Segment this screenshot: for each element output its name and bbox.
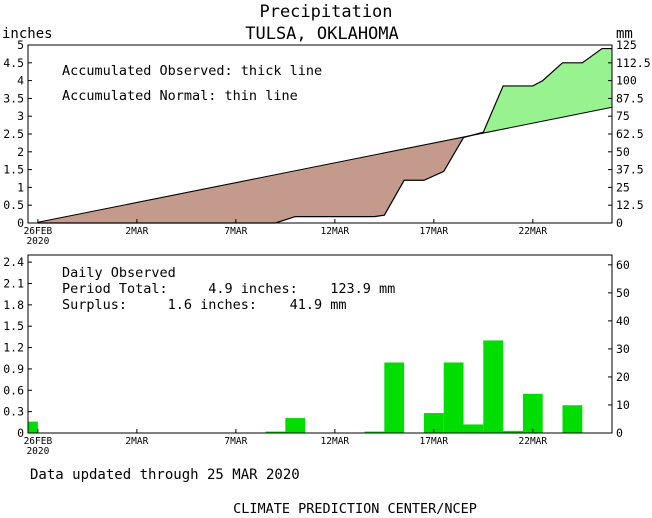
daily-bar (28, 421, 38, 433)
credit-line: CLIMATE PREDICTION CENTER/NCEP (233, 501, 477, 517)
surplus-area-segment (562, 62, 583, 118)
bottom-right-tick-label: 0 (616, 426, 623, 440)
bottom-left-tick-label: 1.8 (3, 298, 24, 312)
top-left-tick-label: 5 (17, 38, 24, 52)
chart-subtitle: TULSA, OKLAHOMA (245, 24, 399, 44)
bottom-x-tick-label: 12MAR (321, 436, 350, 447)
bottom-x-tick-label: 26FEB (24, 436, 53, 447)
top-right-tick-label: 112.5 (616, 56, 651, 70)
bottom-right-tick-label: 30 (616, 342, 630, 356)
surplus-area-segment (601, 48, 613, 110)
daily-bar (503, 430, 523, 433)
accumulated-panel: 0 00.5 12.51 251.5 37.52 502.5 62.53 753.5 87.54… (3, 38, 650, 247)
top-right-unit: mm (616, 26, 633, 42)
top-left-tick-label: 2 (17, 145, 24, 159)
daily-bar (443, 362, 464, 433)
daily-bars (28, 340, 583, 433)
top-x-tick-label: 22MAR (519, 226, 548, 237)
deficit-area-segment (374, 152, 385, 217)
top-left-tick-label: 1 (17, 180, 24, 194)
bottom-left-tick-label: 1.2 (3, 341, 24, 355)
bottom-left-tick-label: 2.1 (3, 276, 24, 290)
daily-observed-label: Daily Observed (62, 265, 176, 281)
deficit-area-segment (384, 148, 405, 217)
daily-bar (265, 431, 286, 433)
top-left-tick-label: 1.5 (3, 163, 24, 177)
bottom-x-tick-label: 7MAR (224, 436, 247, 447)
surplus-area-segment (582, 48, 603, 114)
deficit-area-segment (403, 144, 425, 181)
daily-bar (562, 405, 583, 433)
top-right-tick-label: 50 (616, 145, 630, 159)
top-x-tick-label: 26FEB (24, 226, 53, 237)
daily-bar (483, 340, 504, 433)
bottom-left-tick-label: 1.5 (3, 319, 24, 333)
top-left-tick-label: 3.5 (3, 91, 24, 105)
top-annotation-observed: Accumulated Observed: thick line (62, 63, 322, 79)
top-left-unit: inches (2, 26, 53, 42)
deficit-area-segment (423, 140, 444, 181)
top-annotation-normal: Accumulated Normal: thin line (62, 88, 298, 104)
daily-bar (364, 431, 385, 433)
daily-bar (384, 362, 405, 433)
period-total-label: Period Total: 4.9 inches: 123.9 mm (62, 281, 395, 297)
bottom-left-tick-label: 2.4 (3, 255, 24, 269)
daily-panel: 0 0.3 0.6 0.9 1.2 1.5 1.8 2.1 2.4 0 10 20 30 40 50 60 26… (3, 254, 630, 457)
bottom-x-tick-label: 2MAR (125, 436, 148, 447)
bottom-left-tick-label: 0.6 (3, 383, 24, 397)
top-x-tick-sublabel: 2020 (26, 236, 49, 247)
bottom-right-tick-label: 60 (616, 258, 630, 272)
bottom-left-tick-label: 0 (17, 426, 24, 440)
bottom-left-tick-label: 0.9 (3, 362, 24, 376)
top-left-tick-label: 0 (17, 216, 24, 230)
bottom-right-tick-label: 20 (616, 370, 630, 384)
top-left-tick-label: 4 (17, 74, 24, 88)
top-left-tick-label: 2.5 (3, 127, 24, 141)
normal-line (37, 106, 613, 223)
bottom-plot-frame (27, 254, 613, 434)
bottom-x-tick-label: 22MAR (519, 436, 548, 447)
data-updated-note: Data updated through 25 MAR 2020 (30, 467, 300, 483)
surplus-area-segment (532, 80, 543, 124)
bottom-x-tick-label: 17MAR (420, 436, 449, 447)
daily-bar (463, 424, 484, 433)
deficit-area-segment (295, 154, 375, 217)
chart-title: Precipitation (259, 2, 392, 22)
bottom-right-tick-label: 50 (616, 286, 630, 300)
surplus-area-segment (502, 85, 534, 130)
bottom-left-tick-label: 0.3 (3, 405, 24, 419)
top-left-tick-label: 4.5 (3, 56, 24, 70)
daily-bar (522, 393, 543, 433)
deficit-area-segment (275, 170, 296, 224)
bottom-right-tick-label: 10 (616, 398, 630, 412)
daily-bar (423, 413, 444, 433)
surplus-label: Surplus: 1.6 inches: 41.9 mm (62, 297, 346, 313)
top-right-tick-label: 62.5 (616, 127, 644, 141)
top-x-tick-label: 17MAR (420, 226, 449, 237)
top-x-tick-label: 12MAR (321, 226, 350, 237)
top-right-tick-label: 100 (616, 74, 637, 88)
top-right-tick-label: 87.5 (616, 91, 644, 105)
bottom-right-tick-label: 40 (616, 314, 630, 328)
bottom-x-tick-sublabel: 2020 (26, 446, 49, 457)
top-right-tick-label: 125 (616, 38, 637, 52)
top-x-tick-label: 7MAR (224, 226, 247, 237)
daily-bar (285, 418, 306, 433)
top-left-tick-label: 3 (17, 109, 24, 123)
top-left-tick-label: 0.5 (3, 198, 24, 212)
top-right-tick-label: 0 (616, 216, 623, 230)
top-right-tick-label: 37.5 (616, 163, 644, 177)
observed-line (37, 47, 612, 224)
top-right-tick-label: 25 (616, 180, 630, 194)
top-right-tick-label: 75 (616, 109, 630, 123)
top-right-tick-label: 12.5 (616, 198, 644, 212)
top-x-tick-label: 2MAR (125, 226, 148, 237)
